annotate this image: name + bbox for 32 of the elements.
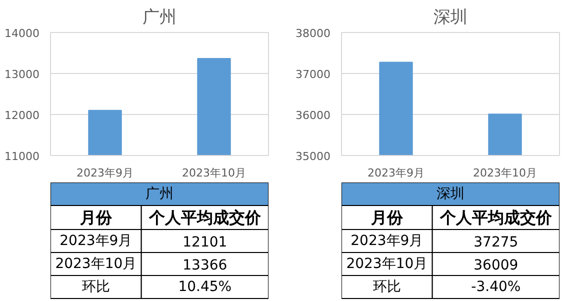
text: 36009	[474, 258, 518, 274]
x-tick-label: 2023年10月	[473, 166, 538, 180]
text: 个人平均成交价	[148, 208, 262, 227]
y-tick-label: 37000	[296, 68, 331, 81]
text: 环比	[372, 279, 401, 295]
x-tick-label: 2023年9月	[76, 166, 134, 180]
text: 37275	[474, 234, 518, 250]
y-tick-label: 12000	[4, 109, 40, 122]
text: 2023年10月	[55, 256, 137, 272]
y-tick-label: 38000	[296, 27, 331, 40]
text: 2023年9月	[350, 233, 424, 249]
text: 月份	[78, 208, 113, 227]
x-tick-label: 2023年10月	[182, 166, 246, 180]
text: 10.45%	[178, 279, 232, 295]
chart-title: 深圳	[434, 8, 468, 28]
x-tick-label: 2023年9月	[368, 166, 425, 180]
text: -3.40%	[471, 279, 521, 295]
chart-title: 深圳	[436, 186, 464, 202]
y-tick-label: 11000	[4, 150, 40, 163]
text: 2023年10月	[346, 256, 428, 272]
text: 环比	[82, 279, 110, 295]
chart-title: 广州	[146, 186, 174, 202]
text: 2023年9月	[60, 233, 132, 249]
y-tick-label: 14000	[4, 27, 40, 40]
y-tick-label: 35000	[296, 150, 331, 163]
text: 个人平均成交价	[438, 208, 553, 227]
text: 月份	[370, 208, 404, 227]
y-tick-label: 13000	[4, 68, 40, 81]
y-tick-label: 36000	[296, 109, 331, 122]
text: 12101	[182, 234, 228, 250]
chart-title: 广州	[142, 8, 176, 28]
text: 13366	[182, 258, 228, 274]
